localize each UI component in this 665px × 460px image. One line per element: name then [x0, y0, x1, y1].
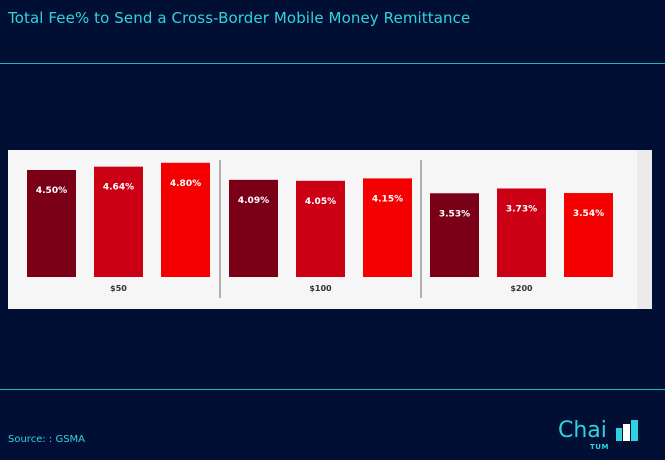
bar: [229, 179, 278, 277]
bar: [564, 193, 613, 277]
chart-title: Total Fee% to Send a Cross-Border Mobile…: [8, 9, 471, 27]
bar-value-label: 4.15%: [372, 194, 403, 204]
bottom-divider: [0, 389, 665, 390]
bar: [27, 170, 76, 277]
bar-value-label: 4.64%: [103, 183, 134, 193]
bar-value-label: 4.05%: [305, 197, 336, 207]
bar: [430, 193, 479, 277]
bar-value-label: 3.53%: [439, 209, 470, 219]
bar: [296, 180, 345, 277]
category-label: $50: [110, 284, 127, 293]
bar: [363, 178, 412, 277]
logo-subtext: TUM: [590, 443, 609, 451]
bar-value-label: 3.54%: [573, 209, 604, 219]
bar-value-label: 4.50%: [36, 186, 67, 196]
bar-chart: 4.50% 4.64% 4.80% $50 4.09% 4.05% 4.15% $100 3.5…: [27, 160, 613, 298]
chart-panel: 4.50% 4.64% 4.80% $50 4.09% 4.05% 4.15% $100 3.5…: [8, 150, 652, 309]
bar-value-label: 3.73%: [506, 204, 537, 214]
bar: [94, 166, 143, 277]
category-label: $200: [510, 284, 533, 293]
source-note: Source: : GSMA: [8, 434, 86, 445]
chaitum-logo-icon: [616, 420, 638, 441]
bar-value-label: 4.80%: [170, 179, 201, 189]
logo-text: Chai: [558, 418, 607, 443]
bar: [497, 188, 546, 277]
bar-value-label: 4.09%: [238, 196, 269, 206]
top-divider: [0, 63, 665, 64]
category-label: $100: [309, 284, 332, 293]
bar: [161, 162, 210, 277]
chart-panel-edge: [637, 150, 652, 309]
chaitum-logo: Chai TUM: [558, 418, 642, 452]
